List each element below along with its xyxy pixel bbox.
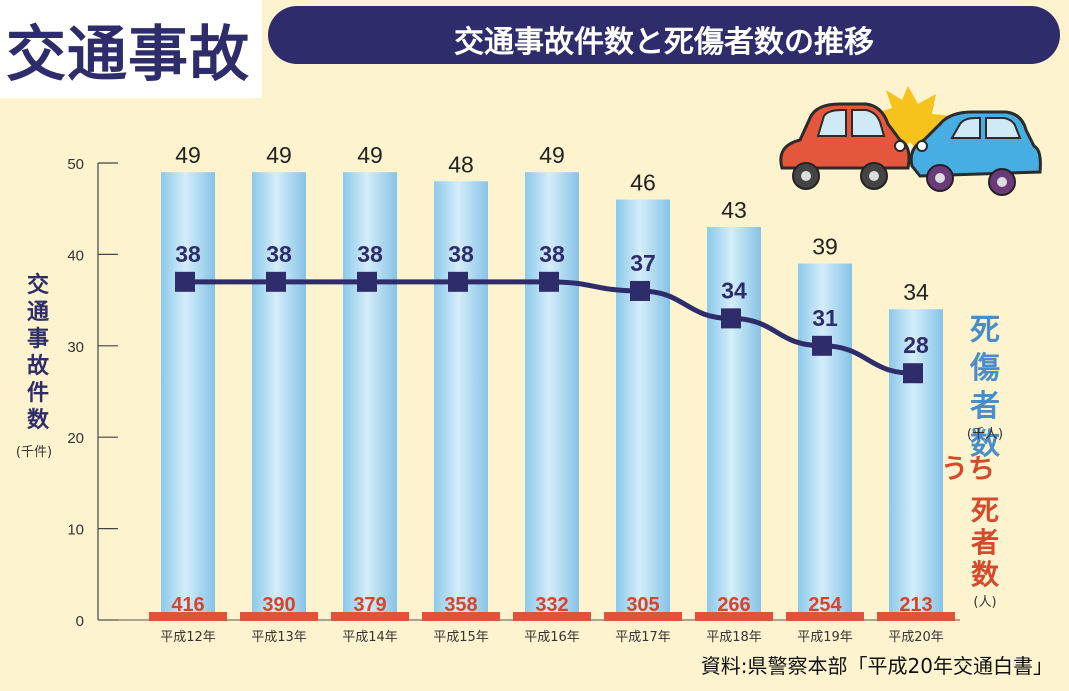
x-tick-label: 平成16年 [524, 630, 580, 645]
y-axis-title-char: 通 [27, 300, 49, 325]
x-tick-label: 平成13年 [251, 630, 307, 645]
chart-title: 交通事故件数と死傷者数の推移 [454, 25, 874, 60]
source-note: 資料:県警察本部「平成20年交通白書」 [700, 654, 1053, 678]
legend-casualties-char: 者 [970, 389, 1000, 424]
casualties-marker [903, 363, 923, 384]
casualties-marker [175, 271, 195, 292]
bar-value-label: 49 [266, 142, 292, 168]
x-tick-label: 平成20年 [888, 630, 944, 645]
x-tick-label: 平成19年 [797, 630, 853, 645]
x-tick-label: 平成17年 [615, 630, 671, 645]
death-value-label: 305 [626, 594, 659, 616]
death-value-label: 416 [171, 594, 204, 616]
topic-badge: 交通事故 [0, 0, 262, 98]
death-bar [149, 612, 227, 621]
y-tick-label: 20 [67, 430, 84, 447]
x-tick-label: 平成18年 [706, 630, 762, 645]
legend-deaths-char: 者 [971, 526, 999, 559]
death-bar [422, 612, 500, 621]
y-tick-label: 40 [67, 247, 84, 264]
legend-casualties-char: 数 [970, 427, 1001, 462]
death-value-label: 358 [444, 594, 477, 616]
casualties-value-label: 38 [448, 241, 474, 267]
death-bar [240, 612, 318, 621]
casualties-value-label: 34 [721, 277, 747, 303]
bar [252, 172, 306, 620]
casualties-value-label: 38 [266, 241, 292, 267]
x-tick-label: 平成14年 [342, 630, 398, 645]
legend-deaths-unit: (人) [973, 595, 996, 610]
bar [343, 172, 397, 620]
y-axis-title-char: 故 [27, 353, 50, 379]
bar-value-label: 49 [175, 142, 201, 168]
car-crash-icon [779, 86, 1042, 196]
y-axis-title-char: 事 [27, 326, 49, 352]
death-bar [513, 612, 591, 621]
y-tick-label: 50 [67, 156, 84, 173]
casualties-value-label: 28 [903, 332, 929, 358]
y-axis-title-char: 数 [27, 407, 50, 433]
title-bar: 交通事故件数と死傷者数の推移 [268, 6, 1060, 64]
death-bar [786, 612, 864, 621]
casualties-marker [357, 271, 377, 292]
y-tick-label: 10 [67, 522, 84, 539]
bar-value-label: 49 [539, 142, 565, 168]
casualties-marker [448, 271, 468, 292]
bar [434, 181, 488, 620]
topic-badge-text: 交通事故 [6, 20, 250, 90]
casualties-value-label: 31 [812, 305, 838, 331]
death-value-label: 390 [262, 594, 295, 616]
bar-value-label: 49 [357, 142, 383, 168]
death-value-label: 266 [717, 594, 750, 616]
legend-deaths-char: 数 [971, 558, 1000, 591]
legend-deaths-char: うち [941, 454, 995, 485]
legend-casualties-char: 死 [970, 313, 1000, 348]
bar-value-label: 46 [630, 170, 656, 196]
death-value-label: 332 [535, 594, 568, 616]
casualties-marker [630, 280, 650, 301]
casualties-value-label: 38 [175, 241, 201, 267]
x-tick-label: 平成12年 [160, 630, 216, 645]
casualties-value-label: 37 [630, 250, 656, 276]
casualties-marker [266, 271, 286, 292]
legend-casualties-unit: (千人) [967, 427, 1003, 442]
death-value-label: 213 [899, 594, 932, 616]
casualties-value-label: 38 [539, 241, 565, 267]
bar [161, 172, 215, 620]
y-tick-label: 0 [76, 613, 84, 630]
death-value-label: 379 [353, 594, 386, 616]
death-bar [604, 612, 682, 621]
bar-value-label: 39 [812, 234, 838, 260]
bar [616, 199, 670, 620]
casualties-marker [812, 335, 832, 356]
bar [525, 172, 579, 620]
death-bar [695, 612, 773, 621]
bar-value-label: 48 [448, 151, 474, 177]
bar [889, 309, 943, 620]
y-axis-title-char: 交 [27, 272, 49, 298]
x-tick-label: 平成15年 [433, 630, 489, 645]
y-axis-unit: (千件) [16, 445, 52, 460]
casualties-line [184, 279, 914, 376]
y-tick-label: 30 [67, 339, 84, 356]
death-bar [331, 612, 409, 621]
bar [707, 226, 761, 621]
legend-deaths-char: 死 [971, 494, 999, 527]
y-axis-title-char: 件 [27, 381, 49, 406]
death-value-label: 254 [808, 594, 842, 616]
bar-value-label: 34 [903, 279, 929, 305]
bar [798, 263, 852, 620]
casualties-value-label: 38 [357, 241, 383, 267]
bar-value-label: 43 [721, 197, 747, 223]
casualties-marker [721, 308, 741, 329]
legend-casualties-char: 傷 [969, 351, 1000, 386]
casualties-marker [539, 271, 559, 292]
death-bar [877, 612, 955, 621]
